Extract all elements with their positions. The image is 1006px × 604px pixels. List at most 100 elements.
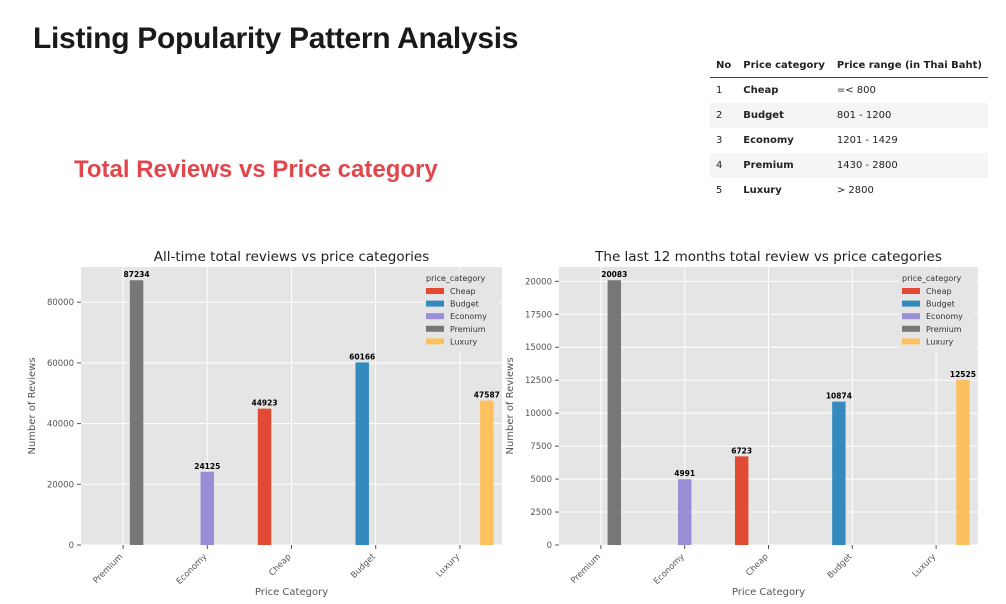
y-tick-label: 60000 xyxy=(47,359,74,369)
y-tick-label: 20000 xyxy=(525,277,552,287)
data-label: 87234 xyxy=(124,270,150,279)
bar-cheap xyxy=(734,456,749,545)
bar-cheap xyxy=(257,408,272,545)
legend-entry: Luxury xyxy=(926,337,953,346)
table-row: 2 Budget 801 - 1200 xyxy=(710,103,988,128)
bar-luxury xyxy=(480,400,494,545)
table-row: 1 Cheap =< 800 xyxy=(710,78,988,104)
x-tick-label: Cheap xyxy=(267,552,293,578)
data-label: 47587 xyxy=(474,391,500,400)
legend-entry: Cheap xyxy=(926,287,952,296)
x-tick-label: Luxury xyxy=(434,552,462,580)
table-row: 5 Luxury > 2800 xyxy=(710,178,988,203)
legend-entry: Luxury xyxy=(450,337,477,346)
legend-entry: Budget xyxy=(926,300,955,309)
legend-swatch xyxy=(426,325,444,332)
legend-title: price_category xyxy=(426,274,486,283)
legend-swatch xyxy=(902,313,920,320)
page-title: Listing Popularity Pattern Analysis xyxy=(33,22,519,55)
legend-entry: Budget xyxy=(450,300,479,309)
chart-title: The last 12 months total review vs price… xyxy=(594,249,942,265)
x-tick-label: Economy xyxy=(652,552,687,587)
legend-box xyxy=(899,270,975,352)
x-tick-label: Premium xyxy=(569,552,603,586)
x-tick-label: Budget xyxy=(349,552,378,581)
y-axis-label: Number of Reviews xyxy=(27,357,38,454)
bar-budget xyxy=(355,362,369,545)
legend-box xyxy=(423,270,499,352)
cell-no: 2 xyxy=(710,103,738,128)
cell-category: Luxury xyxy=(743,185,782,196)
table-header-row: No Price category Price range (in Thai B… xyxy=(710,56,988,78)
x-tick-label: Budget xyxy=(826,552,855,581)
column-header-category: Price category xyxy=(737,56,831,78)
bar-luxury xyxy=(956,379,970,545)
x-tick-label: Economy xyxy=(175,552,210,587)
data-label: 24125 xyxy=(194,462,220,471)
data-label: 10874 xyxy=(826,392,852,401)
legend-swatch xyxy=(426,313,444,320)
y-tick-label: 12500 xyxy=(525,376,552,386)
legend-entry: Economy xyxy=(450,312,487,321)
x-tick-label: Cheap xyxy=(744,552,770,578)
column-header-no: No xyxy=(710,56,738,78)
y-tick-label: 17500 xyxy=(525,310,552,320)
legend-swatch xyxy=(902,338,920,345)
y-tick-label: 2500 xyxy=(530,508,552,518)
cell-range: > 2800 xyxy=(836,185,874,196)
cell-range: 1201 - 1429 xyxy=(836,135,898,146)
price-category-table: No Price category Price range (in Thai B… xyxy=(710,56,988,203)
section-title: Total Reviews vs Price category xyxy=(74,156,438,183)
legend-swatch xyxy=(426,300,444,307)
legend-entry: Premium xyxy=(926,325,962,334)
y-tick-label: 7500 xyxy=(530,442,552,452)
y-tick-label: 0 xyxy=(547,541,552,551)
chart-title: All-time total reviews vs price categori… xyxy=(154,249,430,265)
cell-range: =< 800 xyxy=(836,85,876,96)
cell-range: 801 - 1200 xyxy=(830,103,988,128)
cell-range: 1430 - 2800 xyxy=(830,153,988,178)
bar-economy xyxy=(200,471,215,545)
data-label: 6723 xyxy=(731,446,752,455)
bar-premium xyxy=(607,280,622,545)
bar-premium xyxy=(129,280,144,545)
cell-category: Budget xyxy=(737,103,831,128)
data-label: 12525 xyxy=(950,370,976,379)
bar-economy xyxy=(677,479,692,545)
data-label: 60166 xyxy=(349,352,375,361)
y-axis-label: Number of Reviews xyxy=(505,357,516,454)
last-12-months-reviews-chart: The last 12 months total review vs price… xyxy=(505,249,978,598)
table-row: 4 Premium 1430 - 2800 xyxy=(710,153,988,178)
legend-title: price_category xyxy=(902,274,962,283)
y-tick-label: 20000 xyxy=(47,480,74,490)
data-label: 20083 xyxy=(601,270,627,279)
x-tick-label: Premium xyxy=(91,552,125,586)
data-label: 44923 xyxy=(252,399,278,408)
y-tick-label: 40000 xyxy=(47,420,74,430)
legend-swatch xyxy=(902,300,920,307)
cell-no: 3 xyxy=(716,135,723,146)
y-tick-label: 0 xyxy=(69,541,74,551)
table-row: 3 Economy 1201 - 1429 xyxy=(710,128,988,153)
all-time-reviews-chart: All-time total reviews vs price categori… xyxy=(27,249,502,598)
y-tick-label: 10000 xyxy=(525,409,552,419)
legend-swatch xyxy=(902,288,920,294)
legend-entry: Premium xyxy=(450,325,486,334)
x-tick-label: Luxury xyxy=(911,552,939,580)
legend-entry: Economy xyxy=(926,312,963,321)
y-tick-label: 5000 xyxy=(530,475,552,485)
data-label: 4991 xyxy=(674,469,695,478)
cell-category: Cheap xyxy=(743,85,779,96)
y-tick-label: 15000 xyxy=(525,343,552,353)
cell-no: 5 xyxy=(716,185,723,196)
legend-swatch xyxy=(426,338,444,345)
bar-budget xyxy=(832,401,846,545)
cell-category: Premium xyxy=(737,153,831,178)
cell-no: 1 xyxy=(716,85,723,96)
legend-swatch xyxy=(902,325,920,332)
cell-category: Economy xyxy=(743,135,794,146)
column-header-range: Price range (in Thai Baht) xyxy=(830,56,988,78)
y-tick-label: 80000 xyxy=(47,298,74,308)
legend-swatch xyxy=(426,288,444,294)
x-axis-label: Price Category xyxy=(732,587,805,598)
